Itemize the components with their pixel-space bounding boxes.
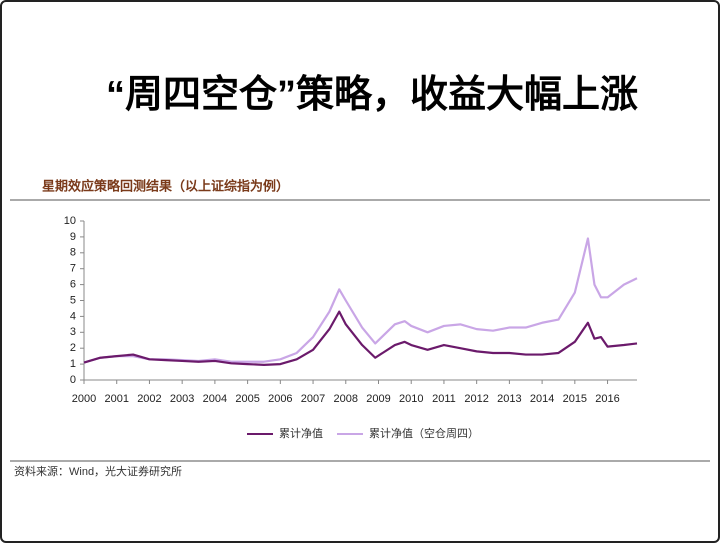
y-tick-label: 1 [70,358,76,370]
y-tick-label: 0 [70,374,76,386]
y-tick-label: 3 [70,326,76,338]
x-tick-label: 2008 [334,393,358,405]
x-tick-label: 2015 [563,393,587,405]
y-tick-label: 6 [70,279,76,291]
x-tick-label: 2009 [366,393,390,405]
chart-title: 星期效应策略回测结果（以上证综指为例） [42,178,289,193]
y-tick-label: 10 [64,215,76,227]
series-line [83,310,638,366]
x-tick-label: 2014 [530,393,554,405]
x-tick-label: 2005 [235,393,259,405]
legend-label: 累计净值 [279,426,323,440]
x-tick-label: 2013 [497,393,521,405]
x-tick-label: 2011 [432,393,456,405]
x-tick-label: 2003 [170,393,194,405]
x-tick-label: 2016 [595,393,619,405]
legend-label: 累计净值（空仓周四） [369,426,479,440]
x-tick-label: 2004 [203,393,227,405]
y-tick-label: 9 [70,231,76,243]
source: 资料来源：Wind，光大证券研究所 [14,464,182,478]
x-tick-label: 2006 [268,393,292,405]
y-tick-label: 5 [70,294,76,306]
y-tick-label: 4 [70,310,76,322]
y-tick-label: 2 [70,342,76,354]
x-tick-label: 2000 [72,393,96,405]
x-tick-label: 2007 [301,393,325,405]
x-tick-label: 2012 [464,393,488,405]
x-tick-label: 2001 [104,393,128,405]
x-tick-label: 2010 [399,393,423,405]
y-tick-label: 8 [70,247,76,259]
x-tick-label: 2002 [137,393,161,405]
y-tick-label: 7 [70,263,76,275]
slide-title: “周四空仓”策略，收益大幅上涨 [106,74,638,116]
